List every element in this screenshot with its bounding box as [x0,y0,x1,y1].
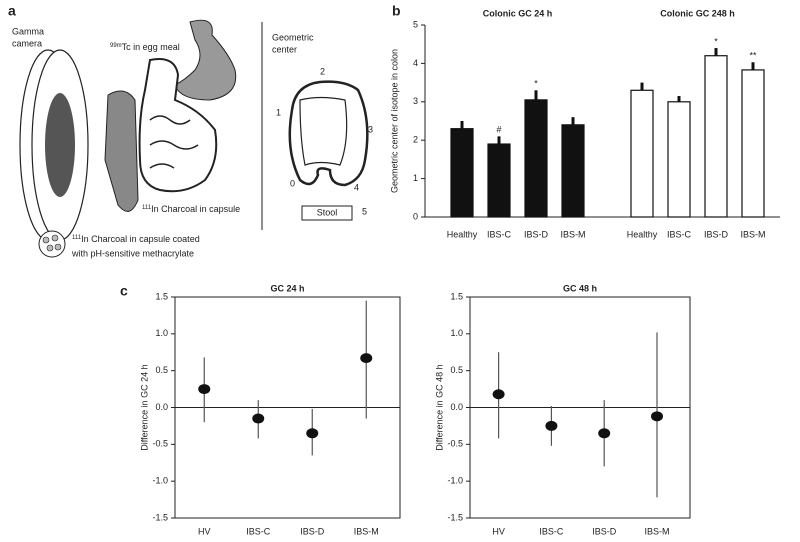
annotation: ** [749,51,757,61]
bar [704,55,728,218]
y-tick-label: 0.5 [450,365,463,375]
superscript: 99m [110,43,122,49]
x-tick-label: IBS-M [354,526,379,536]
x-tick-label: IBS-M [644,526,669,536]
y-tick-label: -1.5 [447,512,463,522]
x-tick-label: Healthy [627,229,658,239]
y-tick-label: -0.5 [447,439,463,449]
point [492,389,505,400]
bar [630,89,654,218]
region-number: 5 [362,206,367,216]
bar [450,128,474,218]
y-tick-label: 5 [413,19,418,29]
y-tick-label: 3 [413,96,418,106]
bar [487,143,511,218]
x-tick-label: HV [198,526,211,536]
intestine [138,58,218,193]
panel-label: a [8,3,16,19]
y-axis-label: Difference in GC 48 h [434,364,444,450]
y-tick-label: 2 [413,135,418,145]
camera-detector [45,93,75,197]
meal-label: 99mTc in egg meal [110,42,180,52]
group-title: Colonic GC 24 h [483,8,553,18]
y-tick-label: 0.0 [155,402,168,412]
y-tick-label: -1.0 [447,476,463,486]
bar [561,124,585,218]
superscript: 111 [72,235,82,241]
region-number: 0 [290,178,295,188]
stool-label: Stool [317,207,338,217]
y-axis-label: Geometric center of isotope in colon [389,49,399,193]
point [360,353,373,364]
y-tick-label: 1.5 [450,291,463,301]
stomach [174,19,237,101]
x-tick-label: IBS-C [487,229,512,239]
chart-title: GC 24 h [270,283,304,293]
region-number: 3 [368,124,373,134]
colon-inner [299,96,348,166]
camera-label: Gamma [12,26,44,36]
bar [741,69,765,218]
y-tick-label: 0.0 [450,402,463,412]
x-tick-label: HV [492,526,505,536]
region-number: 4 [354,182,359,192]
colon-outline [288,80,369,187]
y-tick-label: 1 [413,173,418,183]
bar [524,99,548,218]
diagram: 99mTc in egg meal 111In Charcoal in caps… [12,19,373,258]
y-tick-label: -1.0 [152,476,168,486]
x-tick-label: IBS-M [740,229,765,239]
annotation: * [714,36,718,46]
x-tick-label: Healthy [447,229,478,239]
intestine-loops [149,115,199,169]
y-axis-label: Difference in GC 24 h [139,364,149,450]
x-tick-label: IBS-C [246,526,271,536]
text: Tc in egg meal [122,42,180,52]
region-number: 1 [276,107,281,117]
point [306,428,319,439]
capsule-icon [38,230,66,258]
panel-label: c [120,283,128,299]
text: In Charcoal in capsule [151,204,240,214]
capsule-label: 111In Charcoal in capsule [142,204,240,214]
panel-label: b [392,3,401,19]
y-tick-label: 4 [413,58,418,68]
x-tick-label: IBS-C [539,526,564,536]
point [651,411,663,422]
coated-label: 111In Charcoal in capsule coated [72,234,200,244]
x-tick-label: IBS-D [704,229,729,239]
colon-grey [104,90,139,212]
text: In Charcoal in capsule coated [81,234,200,244]
x-tick-label: IBS-D [300,526,325,536]
coated-label: with pH-sensitive methacrylate [71,248,194,258]
y-tick-label: -1.5 [152,512,168,522]
y-tick-label: 1.0 [155,328,168,338]
chart-title: GC 48 h [563,283,597,293]
stool-box [301,205,353,221]
x-tick-label: IBS-D [592,526,617,536]
point [545,420,558,431]
region-number: 2 [320,66,325,76]
center-label: Geometric [272,32,314,42]
y-tick-label: -0.5 [152,439,168,449]
annotation: * [534,79,538,89]
y-tick-label: 1.0 [450,328,463,338]
y-tick-label: 0.5 [155,365,168,375]
annotation: # [496,125,501,135]
x-tick-label: IBS-C [667,229,692,239]
superscript: 111 [142,205,152,211]
y-tick-label: 1.5 [155,291,168,301]
point [198,384,211,395]
point [252,413,265,424]
center-label: center [272,44,297,54]
y-tick-label: 0 [413,211,418,221]
point [598,428,611,439]
camera-label: camera [12,38,42,48]
x-tick-label: IBS-D [524,229,549,239]
bar [667,101,691,218]
group-title: Colonic GC 248 h [660,8,735,18]
x-tick-label: IBS-M [560,229,585,239]
